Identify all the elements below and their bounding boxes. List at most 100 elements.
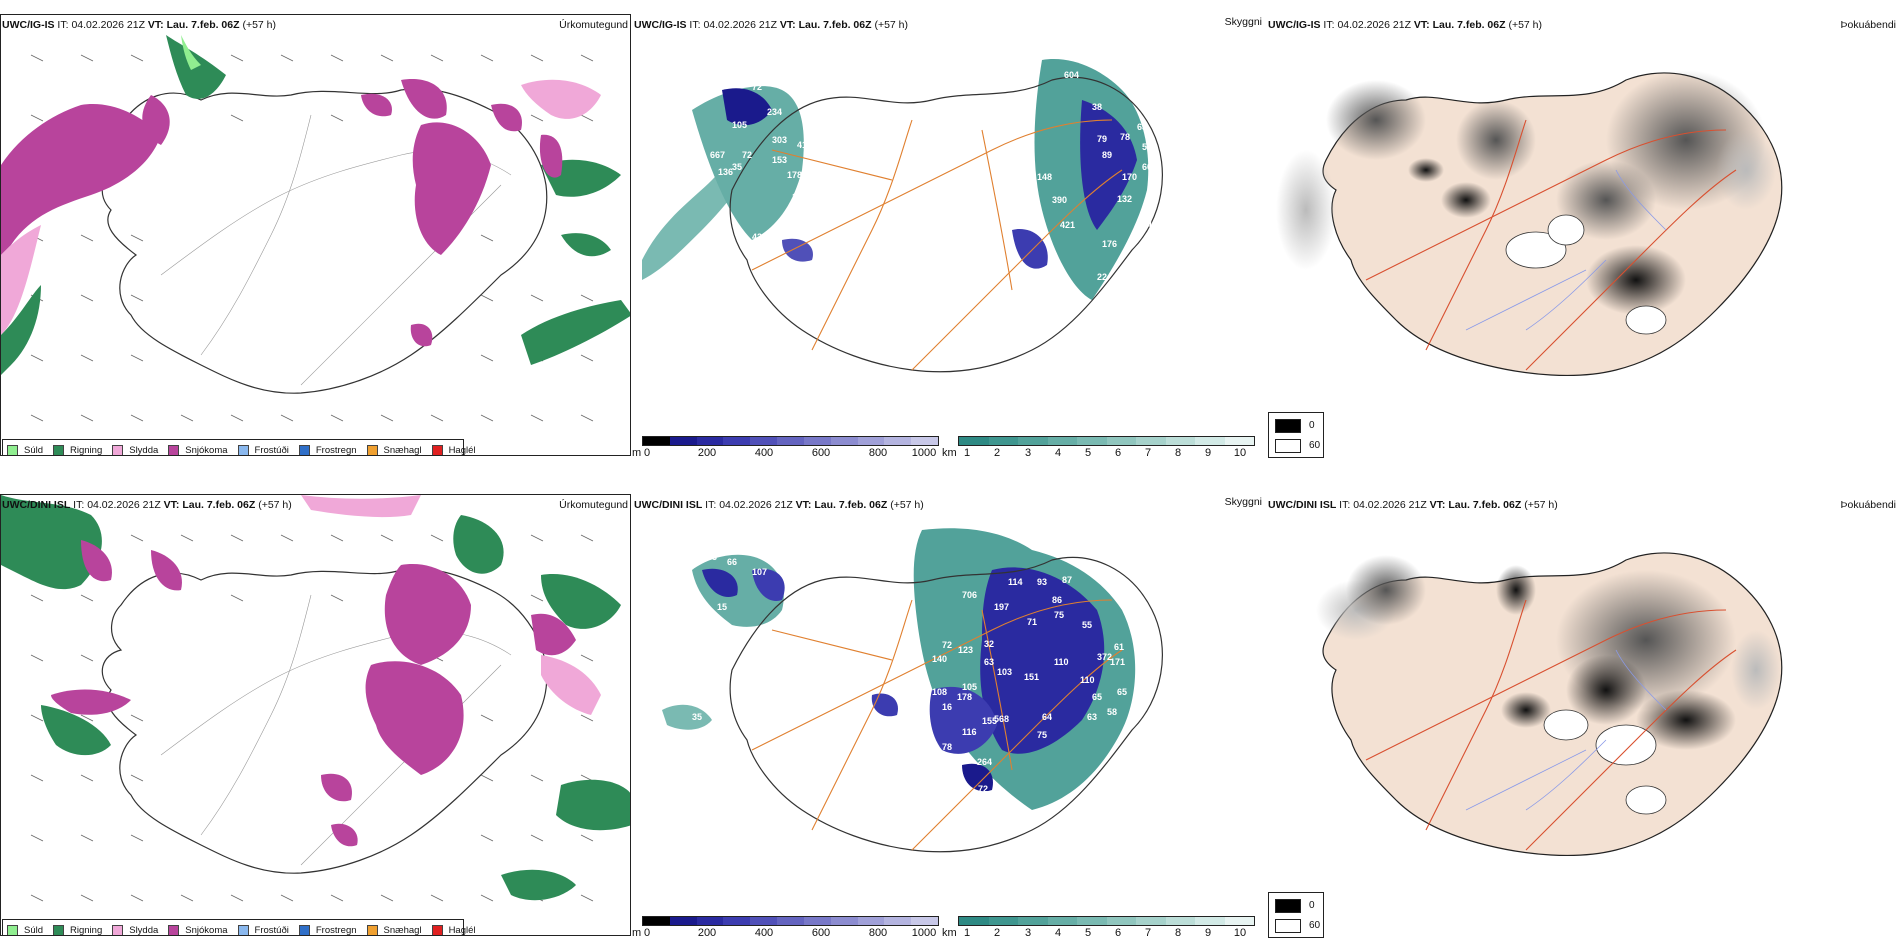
ceiling-label: 136 <box>718 167 733 177</box>
ceiling-label: 177 <box>702 240 717 250</box>
model-name: UWC/DINI ISL <box>634 499 703 511</box>
visibility-tick: 3 <box>1024 927 1032 939</box>
legend-item-haglel: Haglél <box>431 924 476 935</box>
legend-item-frostudi: Frostúði <box>237 444 289 455</box>
vt-label: VT: <box>795 499 812 511</box>
vt-value: Lau. 7.feb. 06Z <box>182 499 256 511</box>
ceiling-colorbar-strip <box>642 436 939 446</box>
ceiling-label: 63 <box>984 657 994 667</box>
legend-label: Frostregn <box>315 444 357 456</box>
panel-variable-name: Skyggni <box>1224 16 1262 28</box>
ceiling-label: 58 <box>1107 707 1117 717</box>
visibility-tick: 6 <box>1114 927 1122 939</box>
ceiling-label: 78 <box>1120 132 1130 142</box>
ceiling-tick: 600 <box>811 447 831 459</box>
ceiling-tick: 200 <box>697 927 717 939</box>
ceiling-label: 234 <box>767 107 782 117</box>
ceiling-label: 60 <box>1142 162 1152 172</box>
legend-item-frostregn: Frostregn <box>298 444 357 456</box>
it-value: 04.02.2026 21Z <box>87 499 161 511</box>
legend-label: Súld <box>24 924 44 936</box>
ceiling-label: 72 <box>752 82 762 92</box>
ceiling-label: 178 <box>787 170 802 180</box>
precip-areas <box>1 35 630 375</box>
it-label: IT: <box>73 499 85 511</box>
ceiling-label: 64 <box>1042 712 1052 722</box>
fog-shade <box>1346 555 1426 625</box>
glacier <box>1505 231 1567 269</box>
ceiling-area <box>752 568 785 601</box>
legend-item-snaehagl: Snæhagl <box>366 444 422 455</box>
panel-variable-name: Úrkomutegund <box>559 19 628 31</box>
legend-swatch <box>53 444 65 455</box>
fog-legend-swatch <box>1275 919 1301 933</box>
panel-variable-name: Skyggni <box>1224 496 1262 508</box>
fog-map-svg-igis <box>1276 70 1783 377</box>
visibility-unit: km <box>942 447 957 459</box>
ceiling-label: 50 <box>1142 142 1152 152</box>
visibility-map-igis[interactable]: 72 234 105 303 417 667 72 153 35 178 136… <box>632 30 1266 438</box>
visibility-colorbar: km 1 2 3 4 5 6 7 8 9 10 <box>942 436 1264 462</box>
ceiling-tick: 400 <box>754 447 774 459</box>
legend-item-frostudi: Frostúði <box>237 924 289 936</box>
lead-time: (+57 h) <box>1524 499 1558 511</box>
ceiling-area <box>1012 229 1048 269</box>
fog-legend: 0 60 <box>1268 412 1324 458</box>
visibility-map-dini[interactable]: 33 66 107 15 35 706 114 93 87 197 86 75 … <box>632 510 1266 918</box>
vt-value: Lau. 7.feb. 06Z <box>166 19 240 31</box>
ceiling-label: 10 <box>1152 277 1162 287</box>
lead-time: (+57 h) <box>258 499 292 511</box>
legend-item-frostregn: Frostregn <box>298 924 357 935</box>
lead-time: (+57 h) <box>874 19 909 31</box>
fog-map-svg-dini <box>1316 552 1783 857</box>
ceiling-label: 428 <box>752 232 767 242</box>
precip-map-dini[interactable]: Súld Rigning Slydda Snjókoma Frostúði Fr… <box>0 494 631 936</box>
ceiling-label: 75 <box>1054 610 1064 620</box>
fog-shade <box>1326 80 1426 160</box>
it-label: IT: <box>1339 499 1351 511</box>
fog-shade <box>1566 655 1646 725</box>
it-label: IT: <box>57 19 69 31</box>
ceiling-label: 94 <box>1142 220 1152 230</box>
ceiling-label: 63 <box>1137 122 1147 132</box>
ceiling-unit: m <box>632 927 642 939</box>
ceiling-area <box>722 88 772 126</box>
ceiling-label: 114 <box>1008 577 1023 587</box>
visibility-map-svg-igis: 72 234 105 303 417 667 72 153 35 178 136… <box>642 59 1182 373</box>
legend-item-snaehagl: Snæhagl <box>366 924 422 935</box>
fog-map-dini[interactable] <box>1266 510 1900 918</box>
fog-shade <box>1586 245 1686 315</box>
ceiling-colorbar-strip <box>642 916 939 926</box>
visibility-unit: km <box>942 927 957 939</box>
fog-legend-label: 60 <box>1309 920 1321 931</box>
ceiling-tick: 800 <box>868 447 888 459</box>
vt-label: VT: <box>779 19 796 31</box>
fog-legend-swatch <box>1275 439 1301 453</box>
ceiling-label: 63 <box>1087 712 1097 722</box>
ceiling-area <box>980 567 1105 754</box>
ceiling-label: 153 <box>772 155 787 165</box>
legend-label: Slydda <box>129 924 159 936</box>
rivers <box>1465 649 1667 811</box>
legend-swatch <box>168 924 180 935</box>
ceiling-label: 110 <box>1080 675 1095 685</box>
precip-type-panel-dini: Súld Rigning Slydda Snjókoma Frostúði Fr… <box>0 488 632 943</box>
it-value: 04.02.2026 21Z <box>1337 19 1411 31</box>
fog-shade <box>1441 182 1491 218</box>
visibility-tick: 9 <box>1204 447 1212 459</box>
visibility-tick: 10 <box>1233 927 1247 939</box>
legend-label: Frostúði <box>254 924 289 936</box>
precip-map-igis[interactable]: Súld Rigning Slydda Snjókoma Frostúði Fr… <box>0 14 631 456</box>
ceiling-label: 32 <box>984 639 994 649</box>
legend-item-slydda: Slydda <box>112 924 159 936</box>
fog-map-igis[interactable] <box>1266 30 1900 438</box>
vt-label: VT: <box>1413 19 1430 31</box>
visibility-panel-dini: UWC/DINI ISL IT: 04.02.2026 21Z VT: Lau.… <box>632 488 1266 943</box>
ceiling-label: 105 <box>962 682 977 692</box>
ceiling-tick: 0 <box>643 927 651 939</box>
ceiling-label: 151 <box>1024 672 1039 682</box>
ceiling-tick: 600 <box>811 927 831 939</box>
ceiling-label: 72 <box>978 784 988 794</box>
legend-swatch <box>168 444 180 455</box>
it-value: 04.02.2026 21Z <box>703 19 777 31</box>
